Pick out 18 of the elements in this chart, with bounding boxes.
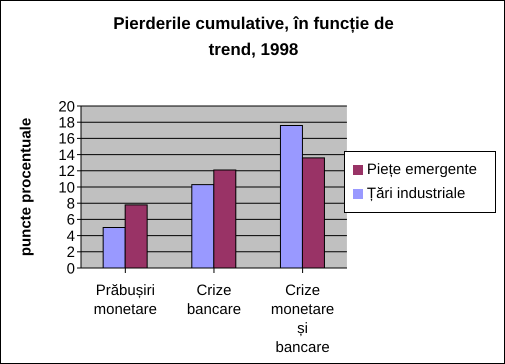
y-axis-title: puncte procentuale (17, 118, 34, 256)
x-tick-label: Crize bancare (186, 282, 242, 318)
y-tick-label: 10 (58, 179, 75, 196)
y-tick-label: 2 (66, 244, 75, 262)
y-tick-label: 6 (66, 212, 75, 229)
y-tick-label: 18 (58, 114, 75, 132)
y-tick-label: 14 (58, 146, 75, 164)
y-tick-label: 8 (66, 196, 75, 213)
y-tick-label: 4 (66, 228, 75, 245)
chart-title: Pierderile cumulative, în funcție de trend, 1998 (112, 13, 395, 61)
y-tick-label: 16 (58, 130, 75, 148)
x-tick-label: Prăbușiri monetare (94, 282, 158, 318)
legend-label: Piețe emergente (366, 161, 477, 178)
y-tick-label: 12 (58, 163, 75, 180)
x-tick-label: Crize monetare și bancare (270, 282, 334, 356)
y-tick-label: 20 (58, 98, 75, 116)
y-tick-label: 0 (66, 260, 75, 278)
legend-label: Țări industriale (366, 185, 466, 202)
